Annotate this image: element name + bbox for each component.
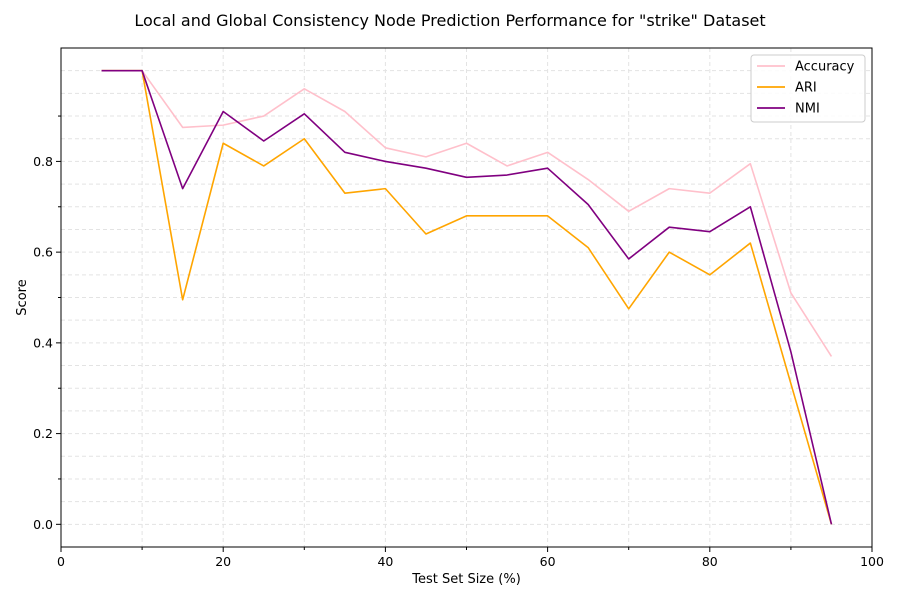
y-tick-label: 0.6 [33, 245, 53, 260]
x-tick-label: 40 [377, 554, 393, 569]
legend-label: NMI [795, 102, 820, 117]
x-axis-label: Test Set Size (%) [411, 572, 521, 587]
y-tick-label: 0.8 [33, 154, 53, 169]
chart-title: Local and Global Consistency Node Predic… [134, 11, 765, 30]
grid [60, 47, 873, 548]
series-line-nmi [101, 69, 833, 525]
y-tick-label: 0.4 [33, 335, 53, 350]
legend: Accuracy ARI NMI [750, 54, 866, 123]
series-group [101, 69, 833, 525]
legend-label: Accuracy [795, 60, 855, 75]
legend-item: NMI [757, 102, 820, 117]
legend-item: ARI [757, 81, 817, 96]
x-tick-label: 0 [57, 554, 65, 569]
x-tick-label: 20 [215, 554, 231, 569]
legend-item: Accuracy [757, 60, 855, 75]
series-line-accuracy [101, 69, 833, 357]
axis-ticks: 0 20 40 60 80 100 0.0 0.2 0.4 0.6 0.8 [33, 115, 884, 569]
y-axis-label: Score [15, 279, 30, 315]
x-tick-label: 60 [540, 554, 556, 569]
series-line-ari [101, 69, 833, 525]
plot-frame [60, 47, 873, 548]
legend-label: ARI [795, 81, 817, 96]
legend-box [750, 54, 866, 123]
y-tick-label: 0.2 [33, 426, 53, 441]
x-tick-label: 100 [860, 554, 884, 569]
x-tick-label: 80 [702, 554, 718, 569]
y-tick-label: 0.0 [33, 517, 53, 532]
